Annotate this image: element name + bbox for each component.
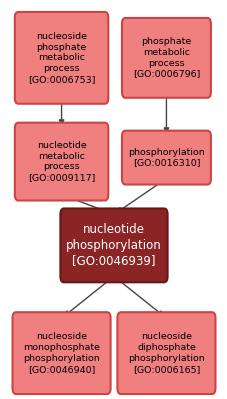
FancyBboxPatch shape bbox=[60, 209, 167, 282]
FancyBboxPatch shape bbox=[12, 312, 110, 394]
Text: nucleoside
diphosphate
phosphorylation
[GO:0006165]: nucleoside diphosphate phosphorylation [… bbox=[128, 332, 204, 374]
FancyBboxPatch shape bbox=[121, 18, 210, 98]
Text: phosphate
metabolic
process
[GO:0006796]: phosphate metabolic process [GO:0006796] bbox=[132, 37, 199, 79]
FancyBboxPatch shape bbox=[15, 123, 108, 201]
Text: nucleoside
monophosphate
phosphorylation
[GO:0046940]: nucleoside monophosphate phosphorylation… bbox=[23, 332, 100, 374]
Text: nucleotide
metabolic
process
[GO:0009117]: nucleotide metabolic process [GO:0009117… bbox=[28, 141, 95, 182]
FancyBboxPatch shape bbox=[15, 12, 108, 104]
Text: phosphorylation
[GO:0016310]: phosphorylation [GO:0016310] bbox=[128, 148, 204, 168]
Text: nucleoside
phosphate
metabolic
process
[GO:0006753]: nucleoside phosphate metabolic process [… bbox=[28, 32, 95, 84]
Text: nucleotide
phosphorylation
[GO:0046939]: nucleotide phosphorylation [GO:0046939] bbox=[66, 223, 161, 267]
FancyBboxPatch shape bbox=[121, 131, 210, 185]
FancyBboxPatch shape bbox=[117, 312, 215, 394]
